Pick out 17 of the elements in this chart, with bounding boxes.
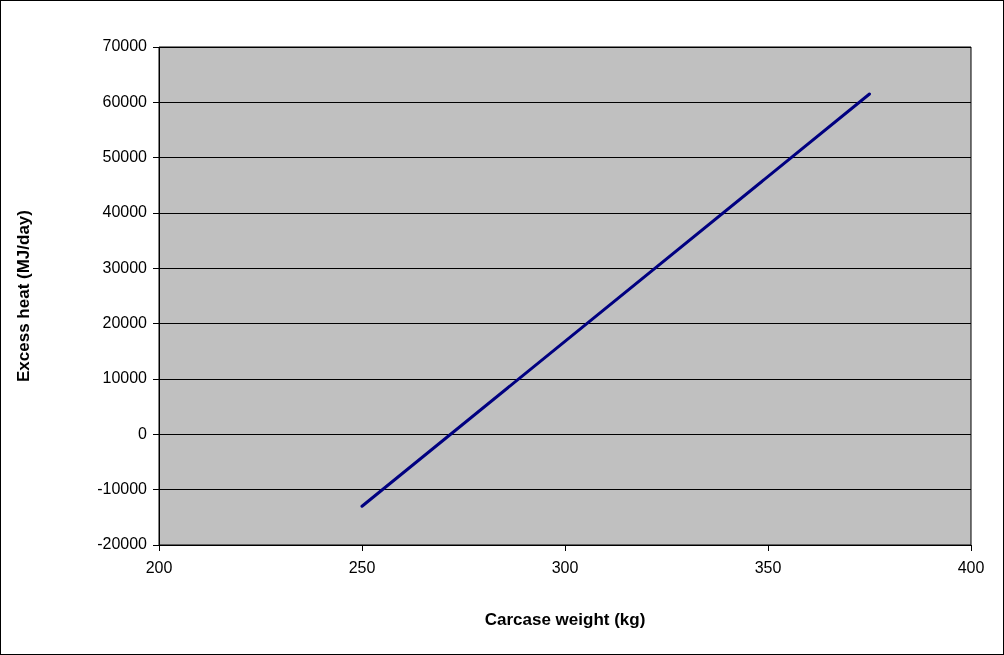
y-tick-label: 20000 bbox=[102, 314, 148, 332]
x-axis-title: Carcase weight (kg) bbox=[484, 610, 646, 630]
x-tick-label: 350 bbox=[754, 559, 782, 577]
x-tick-label: 200 bbox=[145, 559, 173, 577]
y-tick-label: 60000 bbox=[102, 92, 148, 110]
y-tick-label: 50000 bbox=[102, 148, 148, 166]
y-tick-label: 10000 bbox=[102, 369, 148, 387]
y-tick-label: 40000 bbox=[102, 203, 148, 221]
y-tick-label: 30000 bbox=[102, 258, 148, 276]
y-tick-label: -10000 bbox=[97, 480, 148, 498]
y-tick-label: 70000 bbox=[102, 37, 148, 55]
x-tick-label: 300 bbox=[551, 559, 579, 577]
x-tick-label: 250 bbox=[348, 559, 376, 577]
y-tick-label: -20000 bbox=[97, 535, 148, 553]
x-tick-label: 400 bbox=[957, 559, 985, 577]
y-axis-title: Excess heat (MJ/day) bbox=[13, 210, 33, 382]
y-tick-label: 0 bbox=[138, 424, 148, 442]
